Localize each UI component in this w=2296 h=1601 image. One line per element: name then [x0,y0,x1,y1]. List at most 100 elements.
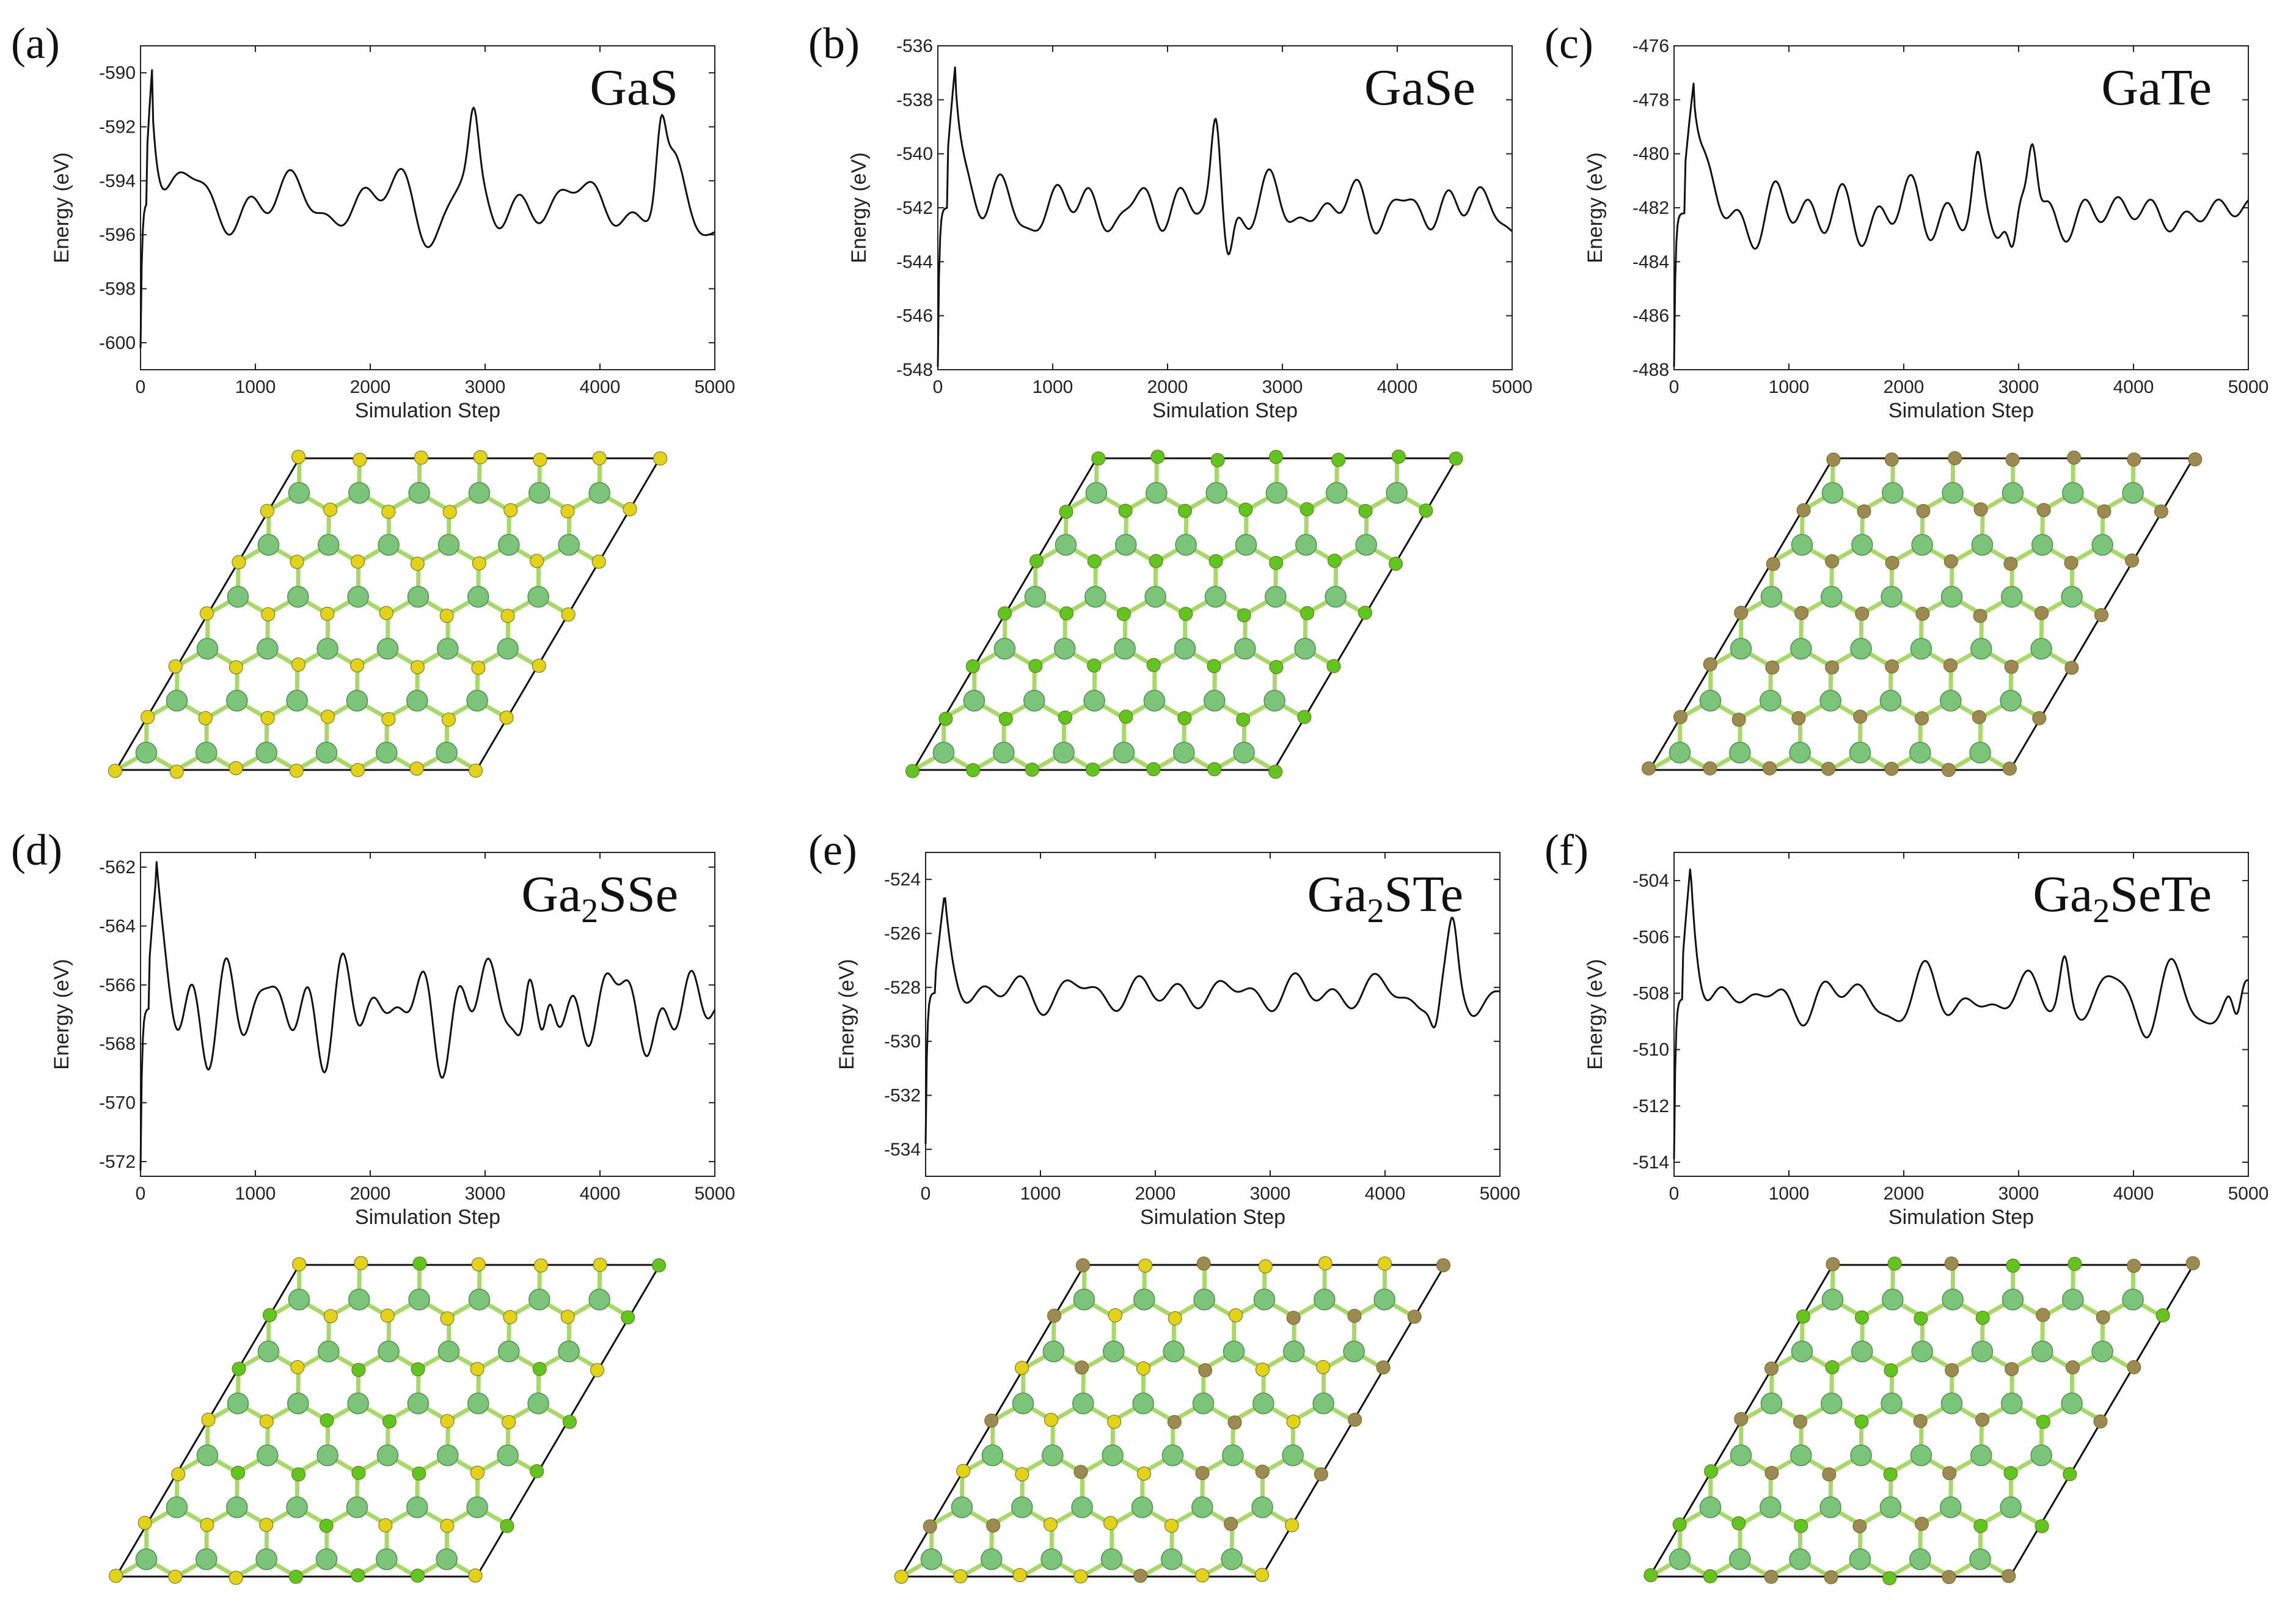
x-tick-label: 4000 [580,1184,621,1204]
ga-atom [1193,1288,1215,1311]
chalcogen-atom [440,1311,455,1326]
chalcogen-atom [169,764,184,779]
compound-subscript: 2 [2093,892,2110,930]
ga-atom [437,637,459,660]
ga-atom [226,1496,248,1519]
chalcogen-atom [1794,606,1809,620]
chalcogen-atom [1731,1516,1746,1531]
y-tick-label: -480 [1632,144,1669,164]
ga-atom [1263,689,1285,712]
y-tick-label: -594 [99,171,136,191]
chalcogen-atom [533,1258,548,1273]
chalcogen-atom [232,1361,246,1376]
x-tick-label: 4000 [2113,377,2154,397]
chalcogen-atom [1255,1362,1270,1377]
ga-atom [1252,1392,1274,1415]
chalcogen-atom [1167,1415,1182,1429]
chalcogen-atom [1942,1570,1956,1585]
compound-name: GaS [590,58,678,117]
chalcogen-atom [2064,555,2078,570]
compound-name: GaTe [2101,58,2212,117]
ga-atom [2122,482,2144,504]
chalcogen-atom [471,1257,486,1272]
chalcogen-atom [1825,660,1840,675]
ga-atom [1969,1548,1991,1570]
ga-atom [951,1496,973,1519]
chalcogen-atom [1179,607,1193,621]
ga-atom [1970,1444,1992,1467]
ga-atom [1851,533,1873,556]
chalcogen-atom [1195,1466,1210,1481]
ga-atom [1085,482,1108,504]
chalcogen-atom [471,661,486,675]
chalcogen-atom [1734,1412,1749,1426]
chalcogen-atom [590,1363,605,1377]
ga-atom [407,585,430,608]
chalcogen-atom [410,556,425,571]
ga-atom [963,689,985,712]
x-tick-label: 0 [921,1184,931,1204]
panel-label: (e) [808,826,857,874]
ga-atom [588,1288,610,1311]
x-tick-label: 2000 [350,1184,391,1204]
ga-atom [1042,1444,1064,1467]
chalcogen-atom [1672,1517,1687,1532]
panel-f: 0 1000 2000 3000 4000 5000 -514 -512 -510 -508 -50… [1534,807,2296,1601]
ga-atom [1253,1288,1276,1311]
chalcogen-atom [1975,1412,1990,1427]
chalcogen-atom [1227,1415,1242,1430]
chalcogen-atom [1916,504,1931,518]
ga-atom [1084,585,1106,608]
ga-atom [408,482,430,504]
chalcogen-atom [1133,1569,1148,1583]
ga-atom [2002,482,2024,504]
ga-atom [1071,1496,1093,1519]
chalcogen-atom [470,1361,484,1376]
chalcogen-atom [1195,1568,1210,1583]
ga-atom [1971,533,1994,556]
chalcogen-atom [1391,449,1406,464]
chalcogen-atom [1286,1311,1301,1325]
y-tick-label: -572 [99,1152,136,1172]
chalcogen-atom [1331,452,1346,467]
y-tick-label: -548 [896,360,933,380]
ga-atom [1970,637,1992,660]
x-tick-label: 3000 [465,1184,506,1204]
chalcogen-atom [1884,761,1899,776]
ga-atom [1223,1340,1245,1363]
ga-atom [437,533,460,556]
chalcogen-atom [288,1569,303,1584]
chalcogen-atom [2064,661,2079,675]
x-tick-label: 1000 [235,1184,276,1204]
chalcogen-atom [1973,609,1987,623]
chalcogen-atom [259,1517,274,1532]
chalcogen-atom [1224,1517,1238,1531]
y-tick-label: -484 [1632,252,1669,272]
ga-atom [1205,482,1227,504]
ga-atom [346,1496,368,1519]
ga-atom [1113,741,1135,764]
x-tick-label: 1000 [1769,1184,1810,1204]
ga-atom [1910,637,1932,660]
chalcogen-atom [1268,450,1283,464]
ga-atom [376,1444,399,1467]
energy-line [1673,868,2249,1160]
chalcogen-atom [965,659,980,673]
ga-atom [407,1392,430,1415]
chalcogen-atom [410,660,425,675]
chalcogen-atom [561,607,576,622]
chalcogen-atom [1286,1414,1301,1429]
chalcogen-atom [894,1569,909,1584]
chalcogen-atom [530,554,544,568]
y-tick-label: -510 [1632,1040,1669,1060]
y-tick-label: -506 [1632,927,1669,947]
chalcogen-atom [1973,1519,1988,1533]
ga-atom [166,1496,188,1519]
chalcogen-atom [1826,1257,1840,1272]
chalcogen-atom [1914,1311,1928,1326]
chalcogen-atom [1136,1361,1150,1376]
chalcogen-atom [319,1519,334,1533]
ga-atom [1940,1392,1963,1415]
ga-atom [2062,1288,2084,1311]
ga-atom [376,741,398,764]
